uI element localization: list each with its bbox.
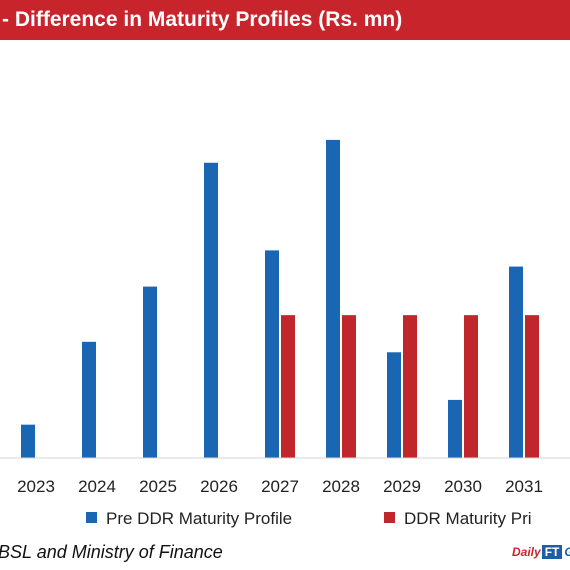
bar-pre-ddr-2031 — [509, 266, 523, 458]
bar-ddr-2030 — [464, 315, 478, 458]
legend-label-ddr: DDR Maturity Pri — [404, 509, 532, 528]
bars-group — [21, 139, 539, 458]
bar-ddr-2029 — [403, 315, 417, 458]
x-tick-2029: 2029 — [383, 477, 421, 496]
x-tick-labels: 2023202420252026202720282029203020312 — [17, 477, 543, 496]
x-tick-2023: 2023 — [17, 477, 55, 496]
x-tick-2027: 2027 — [261, 477, 299, 496]
legend-swatch-ddr — [384, 512, 395, 523]
x-tick-2025: 2025 — [139, 477, 177, 496]
bar-ddr-2028 — [342, 315, 356, 458]
bar-pre-ddr-2029 — [387, 352, 401, 458]
bar-ddr-2031 — [525, 315, 539, 458]
bar-pre-ddr-2028 — [326, 139, 340, 458]
x-tick-2030: 2030 — [444, 477, 482, 496]
bar-pre-ddr-2025 — [143, 286, 157, 458]
source-note: BSL and Ministry of Finance — [0, 542, 223, 562]
legend-label-pre-ddr: Pre DDR Maturity Profile — [106, 509, 292, 528]
chart-title: - Difference in Maturity Profiles (Rs. m… — [0, 0, 570, 40]
bar-ddr-2027 — [281, 315, 295, 458]
brand-ft: FT — [541, 545, 563, 559]
bar-pre-ddr-2024 — [82, 341, 96, 458]
x-tick-2028: 2028 — [322, 477, 360, 496]
legend: Pre DDR Maturity Profile DDR Maturity Pri — [86, 509, 532, 528]
brand-daily: Daily — [512, 545, 541, 559]
daily-ft-logo: DailyFTG — [512, 542, 570, 562]
bar-pre-ddr-2023 — [21, 424, 35, 458]
bar-pre-ddr-2026 — [204, 162, 218, 458]
bar-chart: 2023202420252026202720282029203020312 Pr… — [0, 139, 570, 528]
brand-extra: G — [564, 545, 570, 559]
x-tick-2024: 2024 — [78, 477, 116, 496]
x-tick-2031: 2031 — [505, 477, 543, 496]
x-tick-2026: 2026 — [200, 477, 238, 496]
bar-pre-ddr-2030 — [448, 399, 462, 458]
bar-pre-ddr-2027 — [265, 250, 279, 458]
legend-swatch-pre-ddr — [86, 512, 97, 523]
